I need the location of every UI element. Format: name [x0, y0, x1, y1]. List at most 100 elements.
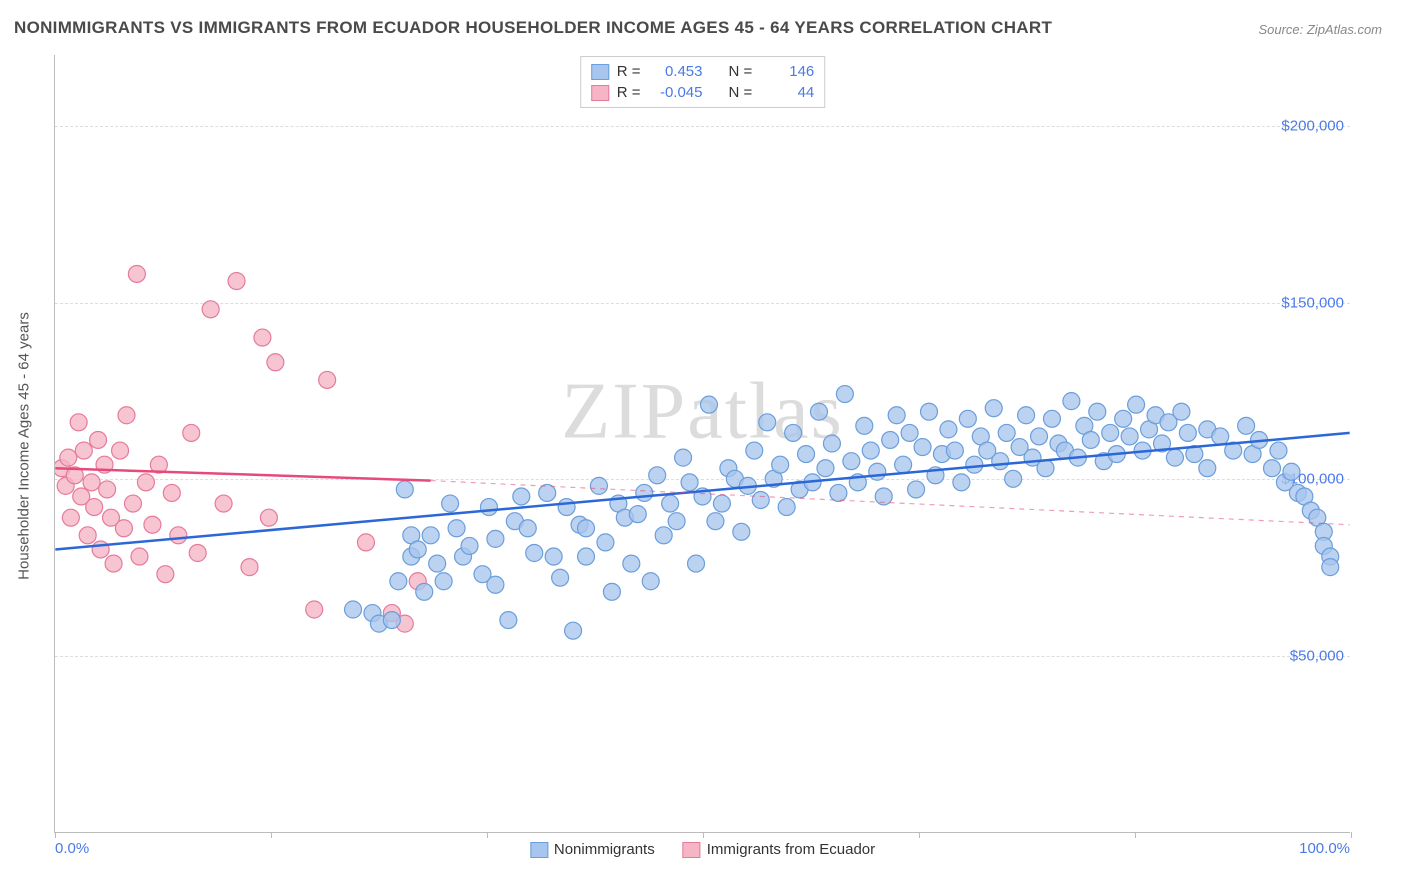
scatter-point [733, 523, 750, 540]
scatter-point [1031, 428, 1048, 445]
scatter-point [959, 410, 976, 427]
scatter-point [1043, 410, 1060, 427]
scatter-point [1322, 559, 1339, 576]
scatter-point [267, 354, 284, 371]
scatter-point [125, 495, 142, 512]
stat-r-label: R = [617, 61, 641, 82]
x-tick [1351, 832, 1352, 838]
scatter-point [131, 548, 148, 565]
scatter-point [357, 534, 374, 551]
scatter-point [390, 573, 407, 590]
x-tick [55, 832, 56, 838]
scatter-point [823, 435, 840, 452]
stat-n-label: N = [729, 82, 753, 103]
scatter-point [888, 407, 905, 424]
scatter-point [940, 421, 957, 438]
legend-item: Immigrants from Ecuador [683, 841, 875, 858]
scatter-point [1082, 431, 1099, 448]
scatter-point [500, 612, 517, 629]
scatter-point [513, 488, 530, 505]
scatter-point [836, 386, 853, 403]
scatter-point [901, 424, 918, 441]
scatter-point [448, 520, 465, 537]
scatter-point [480, 499, 497, 516]
plot-area: ZIPatlas R = 0.453 N = 146 R = -0.045 N … [54, 55, 1350, 833]
scatter-plot-svg [55, 55, 1350, 832]
scatter-point [319, 371, 336, 388]
scatter-point [163, 484, 180, 501]
scatter-point [1128, 396, 1145, 413]
scatter-point [128, 265, 145, 282]
scatter-point [487, 576, 504, 593]
scatter-point [707, 513, 724, 530]
scatter-point [228, 273, 245, 290]
x-tick [919, 832, 920, 838]
scatter-point [215, 495, 232, 512]
scatter-point [99, 481, 116, 498]
scatter-point [144, 516, 161, 533]
stat-n-value: 146 [760, 61, 814, 82]
scatter-point [1102, 424, 1119, 441]
scatter-point [862, 442, 879, 459]
scatter-point [345, 601, 362, 618]
stats-legend: R = 0.453 N = 146 R = -0.045 N = 44 [580, 56, 826, 108]
x-tick-label: 100.0% [1299, 840, 1350, 857]
scatter-point [1270, 442, 1287, 459]
series-legend: Nonimmigrants Immigrants from Ecuador [530, 841, 875, 858]
scatter-point [383, 612, 400, 629]
scatter-point [189, 544, 206, 561]
scatter-point [105, 555, 122, 572]
scatter-point [1166, 449, 1183, 466]
x-tick [1135, 832, 1136, 838]
stat-n-value: 44 [760, 82, 814, 103]
scatter-point [1238, 417, 1255, 434]
scatter-point [79, 527, 96, 544]
scatter-point [603, 583, 620, 600]
scatter-point [62, 509, 79, 526]
scatter-point [396, 481, 413, 498]
stats-row: R = 0.453 N = 146 [591, 61, 815, 82]
scatter-point [461, 537, 478, 554]
scatter-point [1179, 424, 1196, 441]
scatter-point [921, 403, 938, 420]
scatter-point [908, 481, 925, 498]
swatch-icon [683, 842, 701, 858]
scatter-point [545, 548, 562, 565]
scatter-point [115, 520, 132, 537]
scatter-point [946, 442, 963, 459]
scatter-point [869, 463, 886, 480]
scatter-point [1089, 403, 1106, 420]
scatter-point [86, 499, 103, 516]
swatch-icon [591, 64, 609, 80]
scatter-point [590, 477, 607, 494]
scatter-point [422, 527, 439, 544]
scatter-point [409, 541, 426, 558]
scatter-point [519, 520, 536, 537]
scatter-point [118, 407, 135, 424]
scatter-point [811, 403, 828, 420]
scatter-point [442, 495, 459, 512]
scatter-point [817, 460, 834, 477]
scatter-point [157, 566, 174, 583]
scatter-point [966, 456, 983, 473]
scatter-point [662, 495, 679, 512]
scatter-point [526, 544, 543, 561]
scatter-point [597, 534, 614, 551]
scatter-point [1283, 463, 1300, 480]
scatter-point [60, 449, 77, 466]
swatch-icon [591, 85, 609, 101]
scatter-point [558, 499, 575, 516]
x-tick [271, 832, 272, 838]
scatter-point [1264, 460, 1281, 477]
scatter-point [112, 442, 129, 459]
scatter-point [487, 530, 504, 547]
stat-r-value: -0.045 [649, 82, 703, 103]
scatter-point [306, 601, 323, 618]
scatter-point [183, 424, 200, 441]
scatter-point [623, 555, 640, 572]
scatter-point [578, 548, 595, 565]
scatter-point [895, 456, 912, 473]
scatter-point [629, 506, 646, 523]
scatter-point [914, 439, 931, 456]
scatter-point [241, 559, 258, 576]
